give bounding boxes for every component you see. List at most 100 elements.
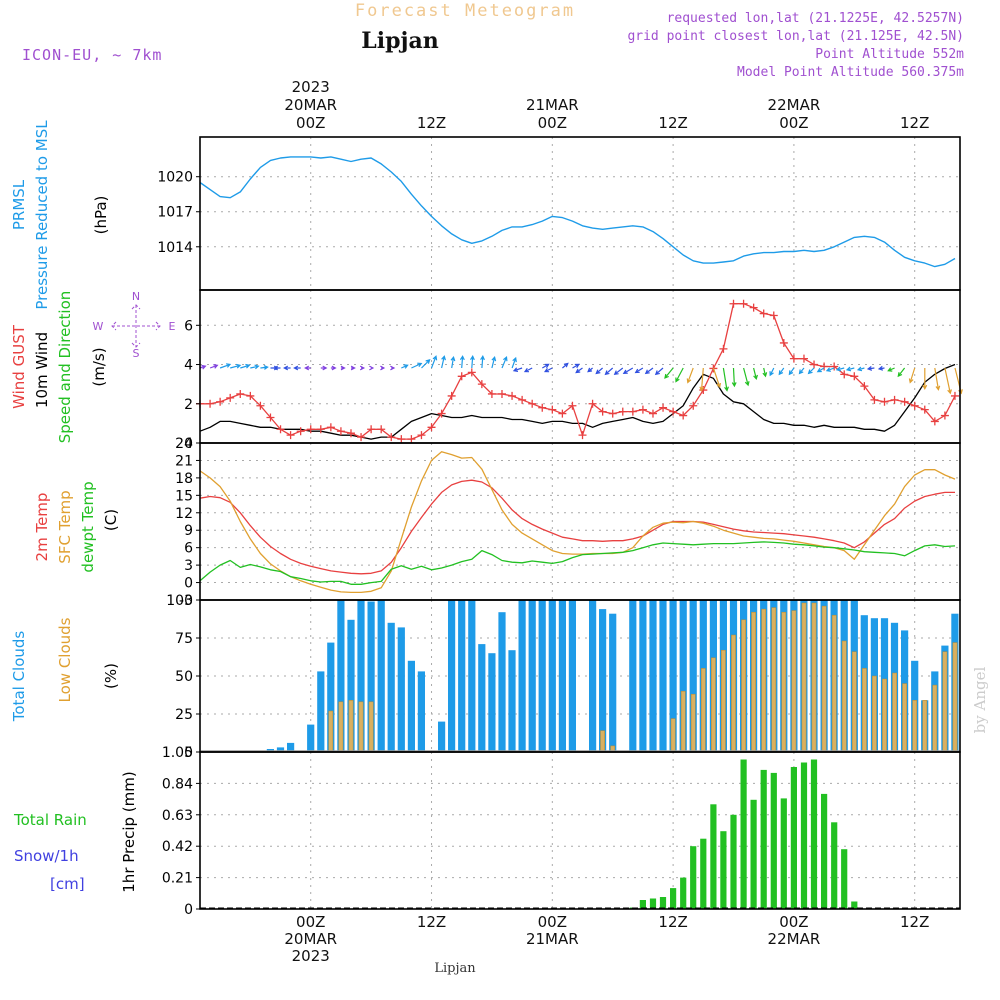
- gust-marker: [850, 372, 859, 381]
- low-cloud-bar: [368, 701, 374, 753]
- gust-marker: [689, 401, 698, 410]
- precip-bar: [730, 814, 737, 909]
- footer-location: Lipjan: [434, 961, 476, 976]
- precip-bar: [690, 846, 697, 909]
- total-cloud-bar: [397, 627, 405, 752]
- ylabel-dewpt: dewpt Temp: [79, 481, 97, 572]
- total-cloud-bar: [407, 660, 415, 752]
- wind-arrow: [664, 367, 674, 379]
- wind-arrow: [330, 365, 337, 371]
- wind-arrow: [209, 364, 219, 369]
- wind-arrow: [380, 365, 386, 371]
- total-cloud-bar: [599, 609, 607, 752]
- y-tick-label: 0.21: [162, 871, 193, 887]
- y-tick-label: 1014: [157, 240, 193, 256]
- precip-bar: [780, 798, 787, 909]
- pressure-line: [199, 156, 956, 268]
- y-tick-label: 0.84: [162, 776, 193, 792]
- wind-arrow: [219, 363, 232, 369]
- meteogram-title: Forecast Meteogram: [355, 1, 575, 21]
- y-tick-label: 0.63: [162, 808, 193, 824]
- low-cloud-bar: [761, 608, 767, 753]
- gust-marker: [236, 389, 245, 398]
- top-time-label: 20MAR: [284, 96, 337, 114]
- bottom-time-label: 12Z: [417, 913, 446, 931]
- gust-marker: [739, 299, 748, 308]
- total-cloud-bar: [538, 600, 546, 752]
- wind-arrow: [512, 367, 523, 372]
- bottom-time-label: 00Z: [538, 913, 567, 931]
- y-tick-label: 0.42: [162, 839, 193, 855]
- gust-marker: [226, 393, 235, 402]
- gust-marker: [608, 409, 617, 418]
- gust-marker: [256, 401, 265, 410]
- precip-bar: [710, 804, 717, 909]
- gust-marker: [950, 391, 959, 400]
- gust-marker: [306, 425, 315, 434]
- gust-marker: [920, 405, 929, 414]
- precip-bar: [720, 831, 727, 909]
- wind-arrow: [887, 367, 895, 372]
- compass-w: W: [93, 320, 104, 333]
- low-cloud-bar: [952, 642, 958, 753]
- gust-marker: [910, 401, 919, 410]
- wind-arrow: [430, 355, 438, 369]
- low-cloud-bar: [902, 683, 907, 753]
- wind-arrow: [897, 367, 906, 378]
- ylabel-2m: 2m Temp: [33, 493, 51, 562]
- total-cloud-bar: [367, 601, 375, 752]
- gust-marker: [246, 391, 255, 400]
- gust-marker: [326, 423, 335, 432]
- wind-arrow: [825, 367, 835, 372]
- gust-marker: [930, 417, 939, 426]
- wind-arrow: [250, 364, 260, 370]
- precip-bar: [740, 759, 747, 909]
- gust-marker: [870, 395, 879, 404]
- y-tick-label: 1.05: [162, 745, 193, 761]
- low-cloud-bar: [358, 701, 364, 753]
- wind-arrow: [731, 367, 737, 388]
- gust-marker: [789, 354, 798, 363]
- panel-frame-temperature: [199, 442, 961, 601]
- ylabel-pct: (%): [102, 663, 120, 689]
- gust-marker: [659, 403, 668, 412]
- total-cloud-bar: [498, 612, 506, 752]
- wind-arrow: [686, 367, 694, 384]
- wind-arrow: [511, 356, 517, 369]
- wind-gust-line: [200, 303, 956, 440]
- low-cloud-bar: [751, 611, 756, 753]
- gust-marker: [890, 395, 899, 404]
- total-cloud-bar: [337, 600, 345, 752]
- total-cloud-bar: [458, 600, 466, 752]
- wind-arrow: [699, 367, 705, 392]
- total-cloud-bar: [357, 600, 365, 752]
- gust-marker: [558, 409, 567, 418]
- total-cloud-bar: [317, 671, 325, 752]
- low-cloud-bar: [892, 672, 897, 753]
- gust-marker: [518, 395, 527, 404]
- y-tick-label: 18: [175, 471, 193, 487]
- wind-arrow: [350, 365, 356, 371]
- total-cloud-bar: [609, 613, 617, 752]
- gust-marker: [387, 433, 396, 442]
- wind-arrow: [908, 367, 916, 384]
- gust-marker: [216, 397, 225, 406]
- total-cloud-bar: [639, 600, 647, 752]
- total-cloud-bar: [629, 600, 637, 752]
- gust-marker: [900, 397, 909, 406]
- wind-arrow: [411, 362, 423, 369]
- y-tick-label: 9: [184, 523, 193, 539]
- low-cloud-bar: [851, 651, 857, 753]
- y-tick-label: 100: [166, 593, 193, 609]
- low-cloud-bar: [932, 684, 938, 753]
- axes-layer: 1014101710200246-30369121518212402550751…: [10, 78, 961, 965]
- top-time-label: 12Z: [417, 114, 446, 132]
- low-cloud-bar: [680, 690, 686, 753]
- low-cloud-bar: [721, 649, 726, 753]
- precip-bar: [659, 897, 667, 909]
- wind-arrow: [260, 365, 269, 370]
- wind-arrow: [459, 355, 465, 369]
- wind-arrow: [441, 355, 446, 369]
- location-title: Lipjan: [361, 28, 438, 54]
